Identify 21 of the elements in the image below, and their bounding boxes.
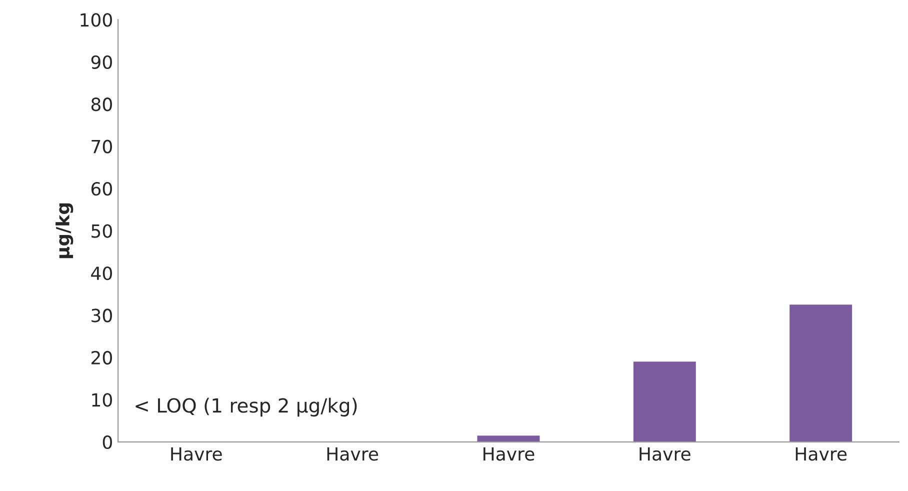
- y-axis-title: µg/kg: [56, 203, 74, 258]
- y-tick-label: 30: [92, 308, 112, 322]
- y-tick-label: 90: [91, 55, 112, 69]
- x-tick-label: Havre: [171, 447, 222, 461]
- y-tick-label: 60: [91, 182, 112, 196]
- x-tick-label: Havre: [484, 447, 534, 461]
- y-tick-label: 0: [102, 435, 112, 450]
- y-tick-label: 100: [80, 13, 112, 27]
- x-tick-label: Havre: [327, 447, 378, 461]
- bar: [477, 436, 540, 442]
- y-tick-label: 50: [92, 224, 112, 238]
- x-tick-label: Havre: [796, 447, 847, 461]
- y-tick-label: 40: [91, 266, 112, 280]
- y-tick-label: 10: [92, 393, 112, 407]
- bar: [790, 304, 852, 442]
- annotation: < LOQ (1 resp 2 µg/kg): [136, 398, 357, 417]
- bar: [633, 362, 696, 442]
- y-tick-label: 70: [92, 140, 112, 154]
- x-tick-label: Havre: [640, 447, 690, 461]
- y-tick-label: 80: [91, 98, 112, 112]
- y-tick-label: 20: [92, 350, 112, 365]
